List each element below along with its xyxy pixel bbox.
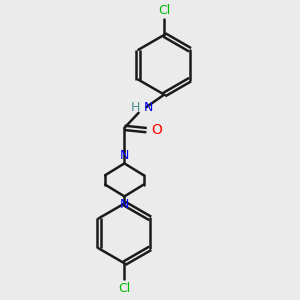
Text: N: N [143,101,153,115]
Text: O: O [152,123,163,137]
Text: Cl: Cl [118,282,130,295]
Text: Cl: Cl [158,4,170,17]
Text: H: H [131,101,140,115]
Text: N: N [120,198,129,211]
Text: N: N [120,149,129,162]
